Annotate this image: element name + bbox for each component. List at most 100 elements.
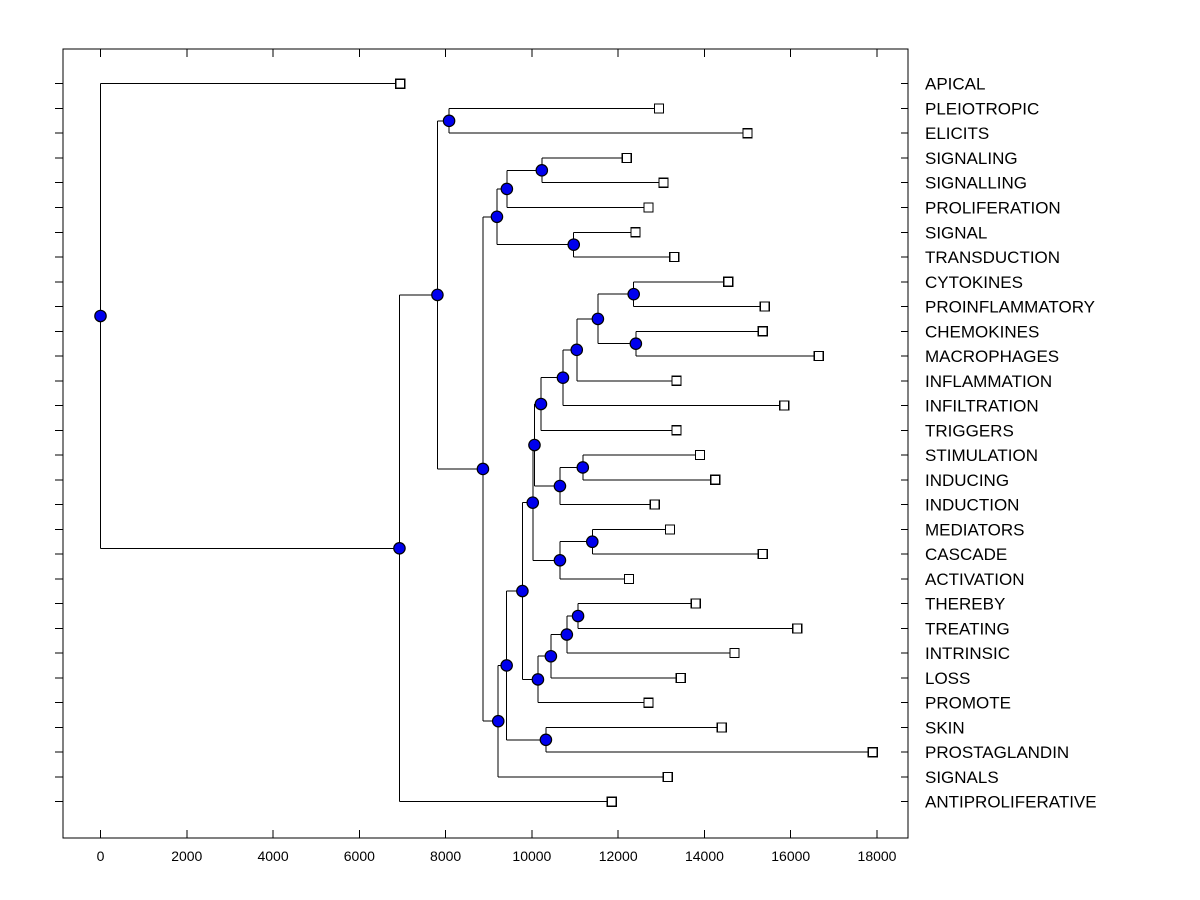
leaf-marker-CHEMOKINES[interactable] [757,326,768,337]
internal-node-marker-n29[interactable] [571,609,585,623]
x-tick-label: 16000 [771,848,810,864]
leaf-marker-PROLIFERATION[interactable] [643,202,654,213]
internal-node-marker-n16[interactable] [556,371,570,385]
x-tick-label: 8000 [430,848,461,864]
internal-node-marker-n15[interactable] [534,397,548,411]
internal-node-marker-n3[interactable] [431,288,444,302]
leaf-marker-INFILTRATION[interactable] [779,400,790,411]
leaf-label-PROINFLAMMATORY: PROINFLAMMATORY [925,298,1095,317]
leaf-label-INFILTRATION: INFILTRATION [925,397,1039,416]
leaf-marker-PROSTAGLANDIN[interactable] [867,747,878,758]
leaf-marker-INTRINSIC[interactable] [729,648,740,659]
internal-node-marker-n25[interactable] [627,287,640,301]
internal-node-marker-n14[interactable] [528,438,541,452]
plot-border [62,48,909,839]
leaf-label-SKIN: SKIN [925,718,965,737]
leaf-marker-SIGNALS[interactable] [662,771,673,783]
leaf-label-MEDIATORS: MEDIATORS [925,520,1025,539]
leaf-marker-INDUCING[interactable] [710,474,721,485]
x-tick-label: 14000 [685,848,724,864]
internal-node-marker-n22[interactable] [576,461,590,474]
internal-node-marker-n8[interactable] [535,164,549,177]
leaf-label-SIGNALLING: SIGNALLING [925,174,1027,193]
internal-node-marker-n13[interactable] [526,496,540,509]
leaf-label-PLEIOTROPIC: PLEIOTROPIC [925,99,1039,118]
leaf-label-LOSS: LOSS [925,669,970,688]
leaf-marker-LOSS[interactable] [675,672,686,684]
leaf-marker-APICAL[interactable] [395,78,406,89]
internal-node-marker-n11[interactable] [500,659,513,672]
leaf-label-TRIGGERS: TRIGGERS [925,421,1014,440]
internal-node-marker-n9[interactable] [567,238,581,251]
leaf-label-APICAL: APICAL [925,75,985,94]
leaf-label-CHEMOKINES: CHEMOKINES [925,322,1039,341]
internal-node-marker-n12[interactable] [516,584,529,598]
leaf-marker-INFLAMMATION[interactable] [671,375,682,386]
x-tick-label: 18000 [858,848,897,864]
leaf-marker-ACTIVATION[interactable] [623,573,635,584]
internal-node-marker-n10[interactable] [491,714,505,728]
internal-node-marker-n5[interactable] [476,462,490,476]
internal-node-marker-n24[interactable] [544,649,558,663]
leaf-label-CYTOKINES: CYTOKINES [925,273,1023,292]
leaf-label-MACROPHAGES: MACROPHAGES [925,347,1059,366]
leaf-marker-PROINFLAMMATORY[interactable] [759,301,770,312]
internal-node-marker-n18[interactable] [553,479,567,493]
leaf-label-PROSTAGLANDIN: PROSTAGLANDIN [925,743,1069,762]
internal-node-marker-n1[interactable] [94,309,107,323]
x-tick-label: 12000 [599,848,638,864]
internal-node-marker-n27[interactable] [539,733,553,747]
leaf-marker-STIMULATION[interactable] [695,449,706,461]
internal-node-marker-n2[interactable] [393,542,406,555]
leaf-marker-PLEIOTROPIC[interactable] [654,103,665,114]
leaf-marker-THEREBY[interactable] [690,598,701,609]
leaf-label-ELICITS: ELICITS [925,124,989,143]
leaf-label-SIGNALING: SIGNALING [925,149,1018,168]
internal-node-marker-n4[interactable] [442,114,456,128]
leaf-marker-CASCADE[interactable] [757,549,768,560]
leaf-marker-SKIN[interactable] [716,722,727,733]
internal-node-marker-n23[interactable] [531,673,545,686]
leaf-marker-ANTIPROLIFERATIVE[interactable] [606,796,617,807]
leaf-marker-MEDIATORS[interactable] [664,524,676,535]
leaf-marker-TRIGGERS[interactable] [671,425,682,436]
leaf-marker-PROMOTE[interactable] [643,697,654,708]
leaf-label-PROMOTE: PROMOTE [925,694,1011,713]
internal-node-marker-n20[interactable] [585,535,599,549]
leaf-marker-MACROPHAGES[interactable] [813,350,824,362]
leaf-marker-TREATING[interactable] [792,623,803,634]
leaf-label-THEREBY: THEREBY [925,595,1005,614]
leaf-label-TREATING: TREATING [925,619,1010,638]
internal-node-marker-n19[interactable] [553,554,567,567]
leaf-label-INFLAMMATION: INFLAMMATION [925,372,1052,391]
x-tick-label: 0 [97,848,105,864]
leaf-marker-INDUCTION[interactable] [649,499,660,510]
x-tick-label: 6000 [344,848,375,864]
leaf-label-SIGNAL: SIGNAL [925,223,987,242]
leaf-label-ANTIPROLIFERATIVE: ANTIPROLIFERATIVE [925,793,1097,812]
leaf-label-SIGNALS: SIGNALS [925,768,999,787]
x-tick-label: 10000 [512,848,551,864]
x-tick-label: 4000 [257,848,288,864]
leaf-label-CASCADE: CASCADE [925,545,1007,564]
x-tick-label: 2000 [171,848,202,864]
leaf-marker-SIGNALING[interactable] [621,152,632,164]
leaf-label-INDUCTION: INDUCTION [925,496,1019,515]
internal-node-marker-n17[interactable] [570,343,584,357]
internal-node-marker-n7[interactable] [500,182,514,196]
internal-node-marker-n28[interactable] [560,628,574,641]
leaf-marker-TRANSDUCTION[interactable] [669,251,680,263]
leaf-marker-SIGNAL[interactable] [630,227,641,238]
internal-node-marker-n6[interactable] [490,210,504,224]
leaf-marker-ELICITS[interactable] [742,128,753,139]
internal-node-marker-n21[interactable] [591,312,605,326]
leaf-marker-CYTOKINES[interactable] [723,276,734,287]
leaf-label-PROLIFERATION: PROLIFERATION [925,198,1061,217]
leaf-marker-SIGNALLING[interactable] [658,177,669,188]
leaf-label-INDUCING: INDUCING [925,471,1009,490]
leaf-label-STIMULATION: STIMULATION [925,446,1038,465]
internal-node-marker-n26[interactable] [629,337,643,350]
